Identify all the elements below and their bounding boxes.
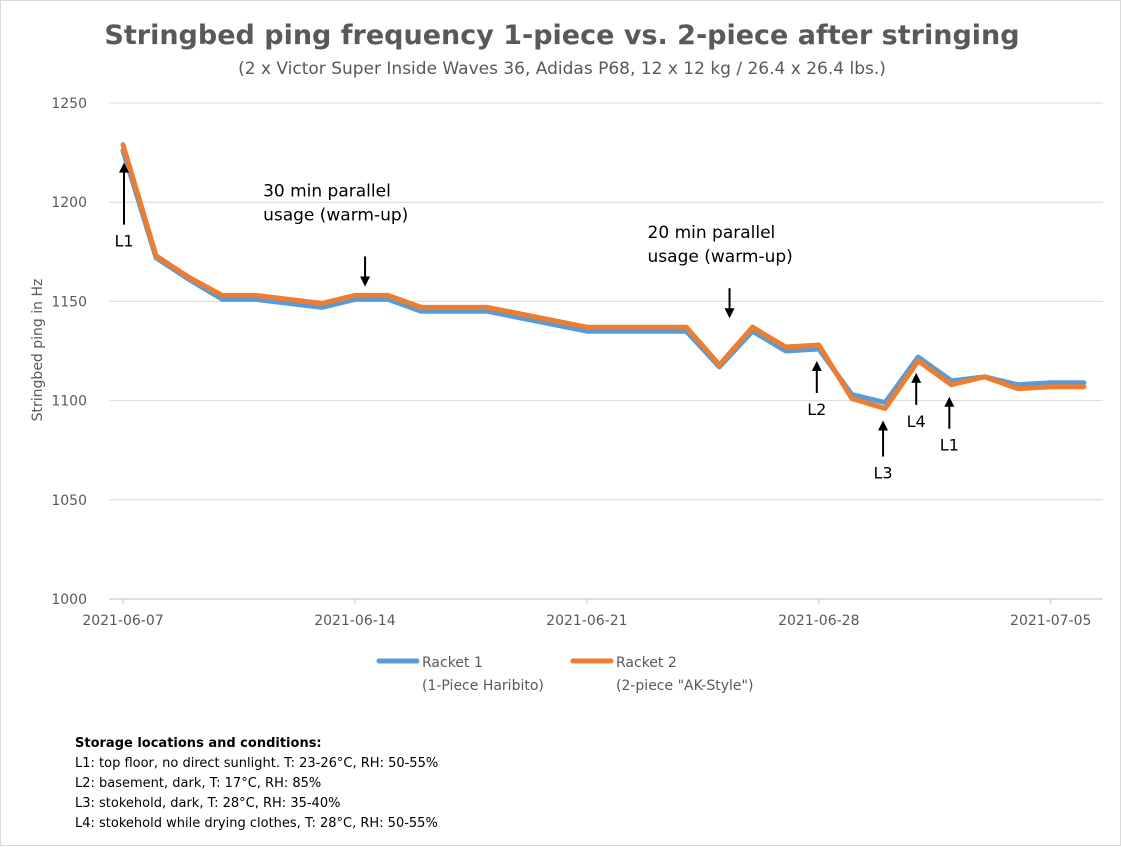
y-tick-label: 1200 (51, 195, 87, 211)
x-tick-label: 2021-06-28 (778, 613, 859, 629)
gridlines (109, 102, 1103, 600)
legend-sublabel-racket-1: (1-Piece Haribito) (422, 678, 544, 694)
location-arrow-head (811, 361, 822, 372)
location-label: L3 (874, 464, 893, 483)
location-arrow-head (911, 372, 922, 383)
location-label: L1 (940, 436, 959, 455)
x-tick-label: 2021-06-07 (82, 613, 163, 629)
location-arrow-head (878, 420, 889, 431)
notes-line: L3: stokehold, dark, T: 28°C, RH: 35-40% (75, 796, 341, 811)
y-tick-label: 1150 (51, 294, 87, 310)
x-tick-label: 2021-07-05 (1010, 613, 1091, 629)
y-axis-label: Stringbed ping in Hz (30, 279, 46, 422)
legend-sublabel-racket-2: (2-piece "AK-Style") (616, 678, 753, 694)
y-tick-label: 1250 (51, 96, 87, 112)
chart-subtitle: (2 x Victor Super Inside Waves 36, Adida… (238, 59, 886, 79)
y-tick-label: 1100 (51, 394, 87, 410)
x-tick-label: 2021-06-21 (546, 613, 627, 629)
annotation-text: usage (warm-up) (648, 247, 793, 267)
y-tick-label: 1000 (51, 592, 87, 608)
annotation-text: 30 min parallel (263, 181, 391, 201)
storage-notes: Storage locations and conditions: L1: to… (75, 734, 438, 834)
notes-line: L1: top floor, no direct sunlight. T: 23… (75, 756, 439, 771)
annotation-text: usage (warm-up) (263, 205, 408, 225)
location-label: L4 (907, 412, 926, 431)
legend-label-racket-2: Racket 2 (616, 655, 677, 671)
annotations: 30 min parallel usage (warm-up) 20 min par… (114, 162, 959, 483)
x-tick-label: 2021-06-14 (314, 613, 395, 629)
location-arrow-head (119, 162, 129, 173)
annotation-text: 20 min parallel (648, 223, 776, 243)
location-label: L2 (807, 400, 826, 419)
location-label: L1 (114, 232, 133, 251)
x-axis-ticks: 2021-06-07 2021-06-14 2021-06-21 2021-06-28… (82, 599, 1091, 629)
warmup-arrow-head (360, 276, 371, 287)
notes-line: L4: stokehold while drying clothes, T: 2… (75, 816, 438, 831)
y-tick-label: 1050 (51, 493, 87, 509)
warmup-arrow-head (724, 308, 735, 319)
legend-label-racket-1: Racket 1 (422, 655, 483, 671)
series-line-racket-1 (120, 148, 1087, 406)
location-arrow-head (944, 396, 955, 407)
series-lines (120, 142, 1087, 411)
y-axis-ticks: 1000 1050 1100 1150 1200 1250 (51, 96, 87, 608)
notes-heading: Storage locations and conditions: (75, 736, 322, 751)
series-line-racket-2 (120, 142, 1087, 411)
legend: Racket 1 (1-Piece Haribito) Racket 2 (2-… (376, 655, 753, 694)
notes-line: L2: basement, dark, T: 17°C, RH: 85% (75, 776, 322, 791)
chart-title: Stringbed ping frequency 1-piece vs. 2-p… (104, 20, 1019, 51)
